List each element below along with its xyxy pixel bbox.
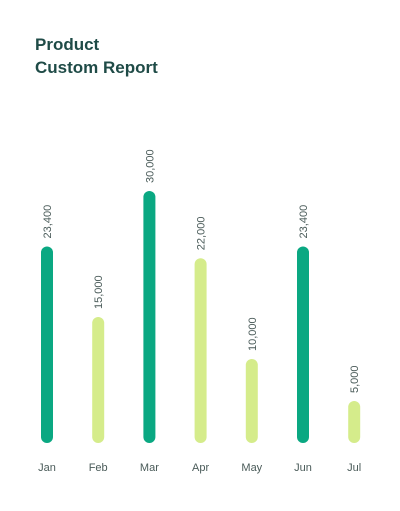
value-label-jan: 23,400 xyxy=(42,205,54,239)
value-label-may: 10,000 xyxy=(247,317,259,351)
chart-title-line-2: Custom Report xyxy=(35,58,158,77)
bar-mar xyxy=(143,191,156,443)
bar-jun xyxy=(297,246,309,443)
category-label-apr: Apr xyxy=(192,462,209,474)
chart-title: Product Custom Report xyxy=(35,33,158,79)
value-label-jun: 23,400 xyxy=(298,205,310,239)
category-label-jun: Jun xyxy=(294,462,312,474)
chart-title-line-1: Product xyxy=(35,35,100,54)
category-label-mar: Mar xyxy=(140,462,159,474)
category-label-jan: Jan xyxy=(38,462,56,474)
category-label-feb: Feb xyxy=(89,462,108,474)
bar-jul xyxy=(348,401,361,443)
value-label-apr: 22,000 xyxy=(196,217,208,251)
bar-jan xyxy=(41,246,53,443)
value-label-feb: 15,000 xyxy=(93,275,105,309)
value-label-jul: 5,000 xyxy=(349,365,361,393)
category-label-jul: Jul xyxy=(347,462,361,474)
category-label-may: May xyxy=(241,462,262,474)
value-label-mar: 30,000 xyxy=(144,149,156,183)
bar-feb xyxy=(92,317,105,443)
bar-apr xyxy=(194,258,207,443)
bar-may xyxy=(245,359,258,443)
